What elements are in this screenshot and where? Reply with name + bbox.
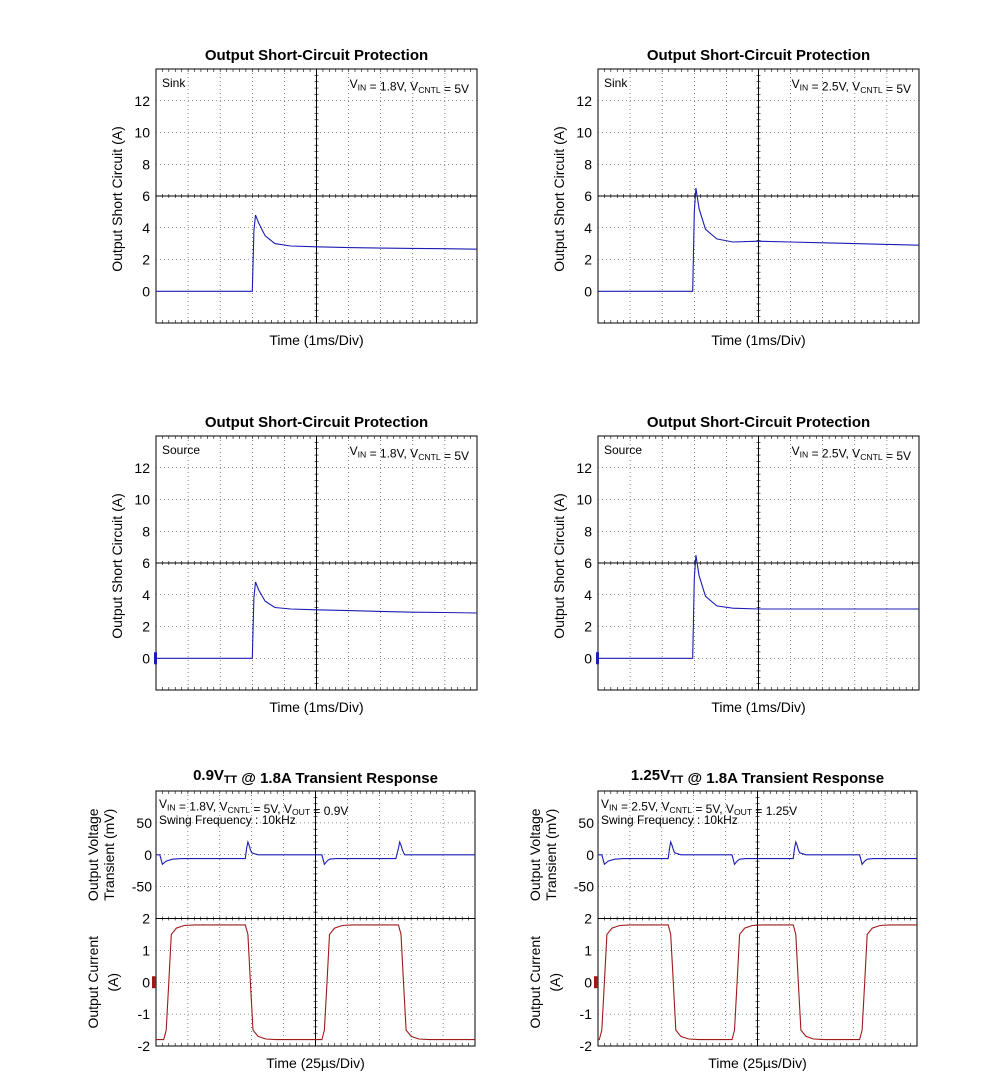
ground-marker [152, 976, 156, 989]
condition-label: VIN = 1.8V, VCNTL = 5V [350, 77, 469, 96]
y-tick-label-top: 0 [586, 847, 594, 863]
y-axis-label-bottom: Output Current [527, 936, 543, 1029]
chart-title: Output Short-Circuit Protection [205, 414, 428, 431]
x-axis-label: Time (1ms/Div) [711, 332, 805, 348]
voltage-trace [156, 840, 475, 866]
x-axis-label: Time (25µs/Div) [266, 1055, 365, 1071]
chart-title: 0.9VTT @ 1.8A Transient Response [193, 767, 438, 787]
y-axis-label-bottom: (A) [105, 973, 121, 992]
y-tick-label: 2 [584, 252, 592, 268]
transient-chart-2: 1.25VTT @ 1.8A Transient Response Time (2… [527, 767, 918, 1071]
ground-marker [594, 976, 598, 989]
y-tick-label-bottom: -1 [580, 1006, 593, 1022]
y-tick-label: 4 [584, 220, 592, 236]
current-trace [598, 555, 919, 659]
y-axis-label-top: Transient (mV) [543, 809, 559, 901]
y-tick-label: 2 [584, 619, 592, 635]
voltage-trace [598, 840, 917, 866]
y-tick-label-bottom: 1 [584, 942, 592, 958]
y-tick-label: 6 [584, 555, 592, 571]
y-tick-label-bottom: -2 [138, 1038, 151, 1054]
condition-label: VIN = 1.8V, VCNTL = 5V [350, 444, 469, 463]
transient-chart-1: 0.9VTT @ 1.8A Transient Response Time (25… [85, 767, 476, 1071]
y-tick-label: 6 [142, 188, 150, 204]
current-trace [598, 924, 917, 1041]
y-tick-label: 6 [142, 555, 150, 571]
condition-label: VIN = 2.5V, VCNTL = 5V [792, 444, 911, 463]
mode-label: Sink [604, 76, 628, 90]
y-tick-label: 10 [576, 125, 592, 141]
y-tick-label: 0 [584, 283, 592, 299]
y-axis-label-bottom: (A) [547, 973, 563, 992]
y-axis-label: Output Short Circuit (A) [551, 493, 567, 639]
y-tick-label-bottom: 2 [584, 911, 592, 927]
y-axis-label-top: Output Voltage [527, 808, 543, 901]
mode-label: Source [162, 443, 200, 457]
y-axis-label: Output Short Circuit (A) [109, 493, 125, 639]
short-circuit-chart-2: Output Short-Circuit Protection Time (1ms… [551, 47, 920, 348]
short-circuit-chart-4: Output Short-Circuit Protection Time (1ms… [551, 414, 920, 715]
chart-title: Output Short-Circuit Protection [647, 414, 870, 431]
current-trace [156, 214, 478, 292]
x-axis-label: Time (25µs/Div) [708, 1055, 807, 1071]
x-axis-label: Time (1ms/Div) [269, 332, 363, 348]
y-axis-label-bottom: Output Current [85, 936, 101, 1029]
y-tick-label: 10 [134, 125, 150, 141]
y-tick-label: 10 [134, 492, 150, 508]
condition-label: VIN = 2.5V, VCNTL = 5V [792, 77, 911, 96]
ground-marker [154, 652, 157, 665]
chart-title: Output Short-Circuit Protection [205, 47, 428, 64]
current-trace [156, 924, 475, 1041]
chart-title: Output Short-Circuit Protection [647, 47, 870, 64]
y-tick-label: 4 [584, 587, 592, 603]
current-trace [156, 581, 478, 659]
y-tick-label: 8 [584, 523, 592, 539]
swing-frequency-label: Swing Frequency : 10kHz [601, 813, 738, 827]
y-tick-label-top: 50 [578, 815, 594, 831]
y-axis-label-top: Output Voltage [85, 808, 101, 901]
y-tick-label: 6 [584, 188, 592, 204]
y-tick-label: 0 [142, 283, 150, 299]
y-tick-label-bottom: 1 [142, 942, 150, 958]
y-tick-label-top: 50 [136, 815, 152, 831]
y-tick-label-bottom: -1 [138, 1006, 151, 1022]
y-tick-label: 4 [142, 220, 150, 236]
y-tick-label: 4 [142, 587, 150, 603]
y-tick-label: 12 [134, 460, 150, 476]
y-tick-label: 8 [584, 156, 592, 172]
chart-title: 1.25VTT @ 1.8A Transient Response [631, 767, 884, 787]
mode-label: Sink [162, 76, 186, 90]
y-axis-label-top: Transient (mV) [101, 809, 117, 901]
y-tick-label: 0 [142, 650, 150, 666]
y-tick-label-top: 0 [144, 847, 152, 863]
y-tick-label-top: -50 [132, 879, 152, 895]
y-tick-label: 10 [576, 492, 592, 508]
y-tick-label-bottom: -2 [580, 1038, 593, 1054]
y-tick-label-bottom: 2 [142, 911, 150, 927]
y-tick-label: 0 [584, 650, 592, 666]
y-tick-label-top: -50 [574, 879, 594, 895]
condition-label: VIN = 2.5V, VCNTL = 5V, VOUT = 1.25V [601, 797, 797, 818]
short-circuit-chart-1: Output Short-Circuit Protection Time (1ms… [109, 47, 478, 348]
y-tick-label: 12 [576, 460, 592, 476]
y-tick-label: 12 [134, 93, 150, 109]
condition-label: VIN = 1.8V, VCNTL = 5V, VOUT = 0.9V [159, 797, 348, 818]
y-axis-label: Output Short Circuit (A) [551, 126, 567, 272]
mode-label: Source [604, 443, 642, 457]
y-tick-label: 2 [142, 619, 150, 635]
y-tick-label: 8 [142, 523, 150, 539]
x-axis-label: Time (1ms/Div) [269, 699, 363, 715]
x-axis-label: Time (1ms/Div) [711, 699, 805, 715]
ground-marker [596, 652, 599, 665]
swing-frequency-label: Swing Frequency : 10kHz [159, 813, 296, 827]
current-trace [598, 188, 920, 292]
y-tick-label-bottom: 0 [584, 974, 592, 990]
y-tick-label: 12 [576, 93, 592, 109]
y-tick-label: 2 [142, 252, 150, 268]
short-circuit-chart-3: Output Short-Circuit Protection Time (1ms… [109, 414, 478, 715]
y-tick-label-bottom: 0 [142, 974, 150, 990]
y-tick-label: 8 [142, 156, 150, 172]
y-axis-label: Output Short Circuit (A) [109, 126, 125, 272]
